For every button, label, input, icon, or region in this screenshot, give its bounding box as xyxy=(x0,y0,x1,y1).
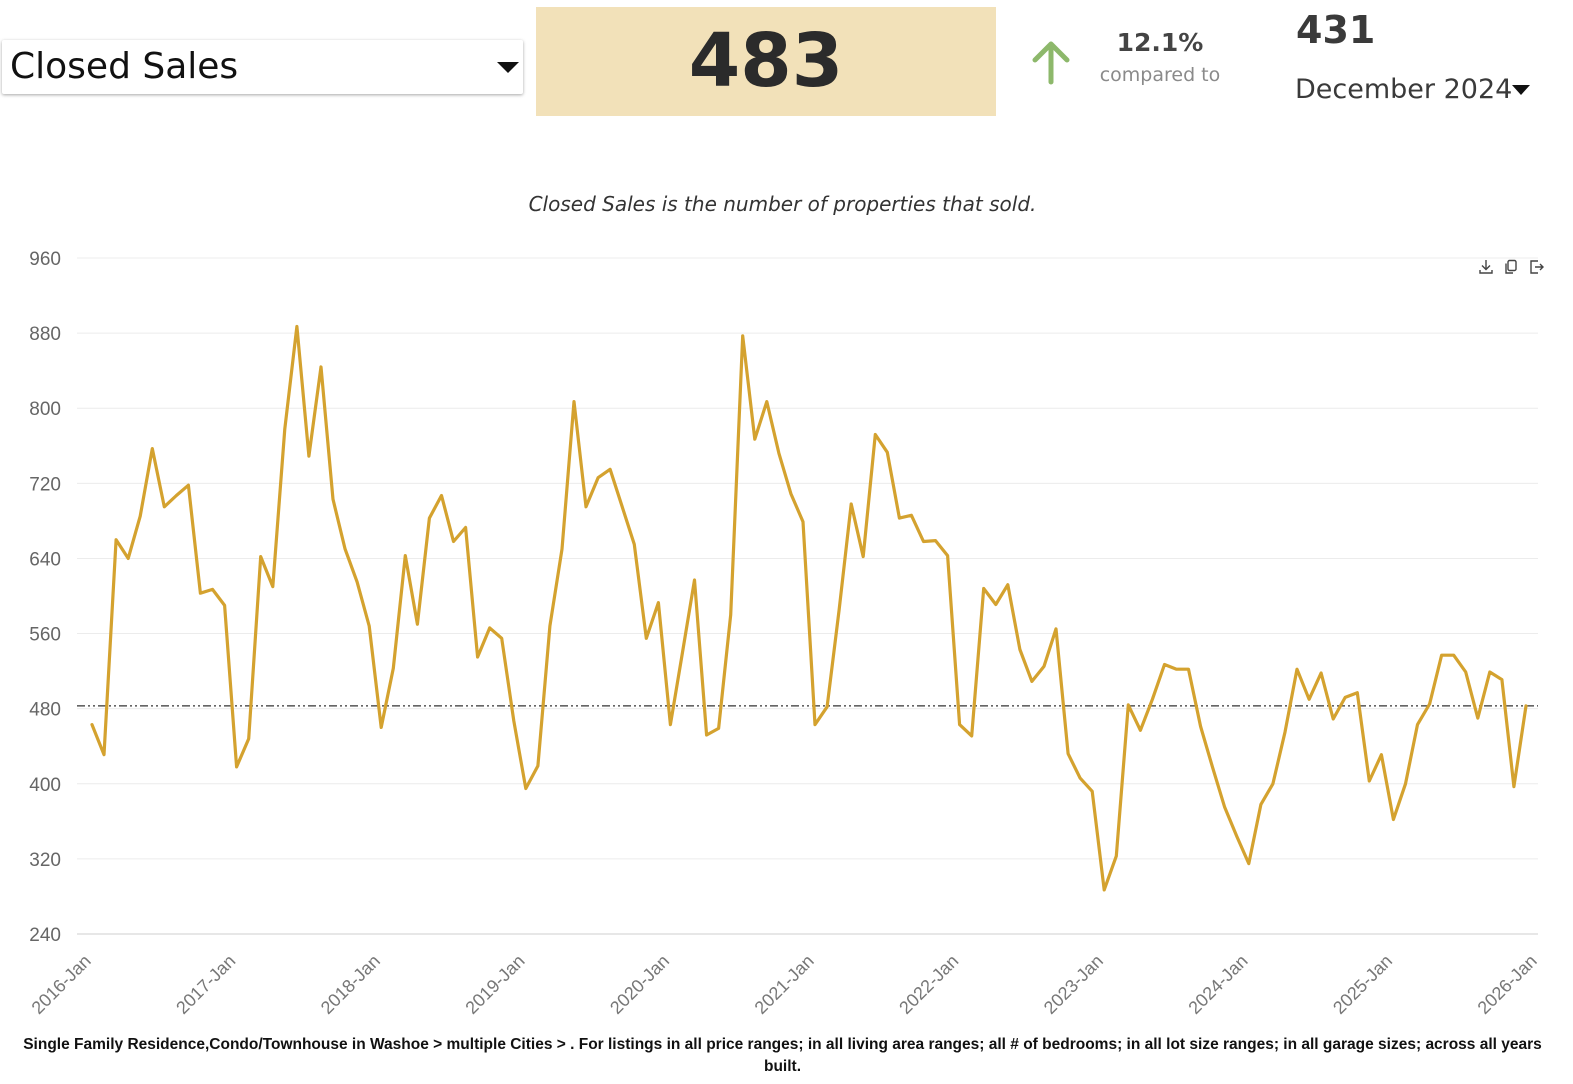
download-icon[interactable] xyxy=(1477,258,1495,276)
x-tick-label: 2021-Jan xyxy=(751,951,818,1018)
y-tick-label: 560 xyxy=(29,625,61,646)
previous-value: 431 xyxy=(1296,8,1376,52)
arrow-up-icon xyxy=(1032,41,1070,85)
y-tick-label: 240 xyxy=(29,925,61,946)
y-tick-label: 880 xyxy=(29,324,61,345)
y-tick-label: 640 xyxy=(29,549,61,570)
x-tick-label: 2024-Jan xyxy=(1184,951,1251,1018)
x-tick-label: 2018-Jan xyxy=(317,951,384,1018)
x-tick-label: 2025-Jan xyxy=(1329,951,1396,1018)
metric-dropdown-label: Closed Sales xyxy=(10,46,239,87)
x-tick-label: 2026-Jan xyxy=(1474,951,1541,1018)
metric-dropdown[interactable]: Closed Sales xyxy=(2,40,523,94)
current-value: 483 xyxy=(688,18,844,104)
copy-icon[interactable] xyxy=(1502,258,1520,276)
x-tick-label: 2022-Jan xyxy=(895,951,962,1018)
current-value-card: 483 xyxy=(536,7,996,116)
y-tick-label: 400 xyxy=(29,775,61,796)
y-tick-label: 320 xyxy=(29,850,61,871)
chevron-down-icon xyxy=(497,62,519,73)
change-percent: 12.1% xyxy=(1116,28,1204,57)
y-tick-label: 720 xyxy=(29,474,61,495)
period-chevron-down-icon[interactable] xyxy=(1512,85,1530,95)
y-tick-label: 960 xyxy=(29,249,61,270)
x-tick-label: 2017-Jan xyxy=(172,951,239,1018)
y-tick-label: 800 xyxy=(29,399,61,420)
x-tick-label: 2020-Jan xyxy=(606,951,673,1018)
period-dropdown[interactable]: December 2024 xyxy=(1295,74,1513,105)
metric-description: Closed Sales is the number of properties… xyxy=(528,192,1037,216)
y-tick-label: 480 xyxy=(29,700,61,721)
compared-to-label: compared to xyxy=(1099,64,1221,86)
series-line xyxy=(90,324,1528,892)
line-chart: 240 320 400 480 560 640 720 800 880 960 2016-Jan 20… xyxy=(28,249,1541,1018)
x-tick-label: 2019-Jan xyxy=(461,951,528,1018)
export-icon[interactable] xyxy=(1527,258,1545,276)
x-tick-label: 2023-Jan xyxy=(1040,951,1107,1018)
footer-filters: Single Family Residence,Condo/Townhouse … xyxy=(23,1036,1542,1075)
x-tick-label: 2016-Jan xyxy=(28,951,95,1018)
